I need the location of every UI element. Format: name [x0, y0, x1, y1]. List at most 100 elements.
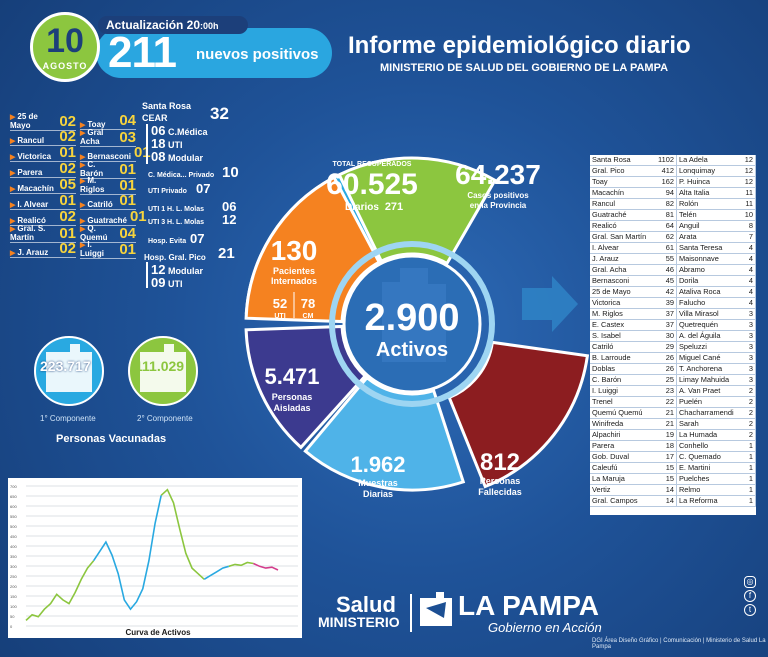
new-cases-item: ▶ Q. Quemú 04 — [80, 224, 136, 243]
locality-name: Quetrequén — [676, 319, 742, 331]
molas1-label: UTI 1 H. L. Molas — [148, 206, 205, 213]
case-count: 1 — [741, 462, 757, 474]
stats-ring: 2.900 Activos TOTAL RECUPERADOS 60.525 D… — [244, 156, 590, 499]
case-count: 3 — [741, 374, 757, 386]
case-count: 17 — [654, 451, 677, 463]
new-cases-item: ▶ Parera 02 — [10, 160, 76, 178]
case-count: 4 — [741, 297, 757, 309]
vaccine-second-dose-label: 2° Componente — [137, 414, 193, 423]
table-row: Macachín 94 Alta Italia 11 — [590, 187, 757, 199]
arrow-icon: ▶ — [10, 114, 16, 121]
table-row: Winifreda 21 Sarah 2 — [590, 418, 757, 430]
la-pampa-logo-text: LA PAMPA — [458, 590, 600, 621]
locality-name: Victorica — [590, 297, 655, 309]
bracket-pico — [146, 262, 148, 288]
uti-priv-label: UTI Privado — [148, 188, 187, 195]
locality-value: 01 — [119, 177, 136, 194]
case-count: 25 — [654, 374, 677, 386]
locality-value: 02 — [59, 113, 76, 130]
pico-label: Hosp. Gral. Pico — [144, 253, 206, 262]
locality-name: Puelén — [676, 396, 742, 408]
instagram-icon[interactable]: ◎ — [744, 576, 756, 588]
locality-name: 25 de Mayo — [10, 112, 38, 130]
facebook-icon[interactable]: f — [744, 590, 756, 602]
case-count: 3 — [741, 352, 757, 364]
table-row: Gral. Acha 46 Abramo 4 — [590, 264, 757, 276]
y-tick-label: 350 — [10, 554, 17, 559]
case-count: 3 — [741, 341, 757, 353]
arrow-icon: ▶ — [80, 242, 86, 249]
gobierno-slogan: Gobierno en Acción — [488, 620, 602, 635]
case-count: 412 — [654, 165, 677, 177]
twitter-icon[interactable]: t — [744, 604, 756, 616]
new-cases-item: ▶ Gral. S. Martín 01 — [10, 224, 76, 243]
date-badge: 10 AGOSTO — [30, 12, 100, 82]
case-count: 2 — [741, 385, 757, 397]
locality-name: Gral. Campos — [590, 495, 655, 507]
locality-name: Puelches — [676, 473, 742, 485]
y-tick-label: 400 — [10, 544, 17, 549]
recovered-label: TOTAL RECUPERADOS — [333, 161, 412, 168]
locality-name: E. Martini — [676, 462, 742, 474]
case-count: 1 — [741, 495, 757, 507]
locality-name: Villa Mirasol — [676, 308, 742, 320]
case-count: 18 — [654, 440, 677, 452]
case-count: 1102 — [654, 155, 677, 166]
locality-value: 01 — [119, 241, 136, 258]
chart-canvas: 7006506005505004504003503002502001501005… — [10, 484, 298, 637]
table-row: M. Riglos 37 Villa Mirasol 3 — [590, 308, 757, 320]
locality-value: 01 — [119, 161, 136, 178]
design-credit: DGI Área Diseño Gráfico | Comunicación |… — [592, 638, 766, 650]
locality-name: Bernasconi — [87, 152, 131, 161]
vaccine-second-dose-value: 111.029 — [135, 358, 185, 374]
hospitalized-value: 130 — [271, 235, 318, 266]
table-row: B. Larroude 26 Miguel Cané 3 — [590, 352, 757, 364]
case-count: 1 — [741, 473, 757, 485]
locality-name: Macachín — [17, 184, 54, 193]
curve-series-2 — [160, 488, 205, 580]
case-count: 7 — [741, 231, 757, 243]
locality-value: 02 — [59, 160, 76, 177]
case-count: 4 — [741, 253, 757, 265]
table-row: S. Isabel 30 A. del Águila 3 — [590, 330, 757, 342]
arrow-icon: ▶ — [10, 226, 16, 233]
case-count: 14 — [654, 495, 677, 507]
locality-name: I. Luiggi — [590, 385, 655, 397]
table-row: Alpachiri 19 La Humada 2 — [590, 429, 757, 441]
la-pampa-map-icon — [46, 344, 92, 392]
locality-name: Macachín — [590, 187, 655, 199]
locality-name: Gob. Duval — [590, 451, 655, 463]
case-count: 45 — [654, 275, 677, 287]
locality-name: Trenel — [590, 396, 655, 408]
arrow-icon: ▶ — [10, 138, 16, 145]
case-count: 12 — [741, 155, 757, 166]
locality-name: Gral. S. Martín — [10, 224, 46, 242]
y-tick-label: 650 — [10, 494, 17, 499]
cear-row-1: 18 UTI — [151, 136, 183, 151]
table-row: La Maruja 15 Puelches 1 — [590, 473, 757, 485]
new-cases-item: ▶ M. Riglos 01 — [80, 176, 136, 195]
locality-name: T. Anchorena — [676, 363, 742, 375]
cm-value: 78 — [301, 296, 315, 311]
case-count: 55 — [654, 253, 677, 265]
new-cases-item: ▶ Toay 04 — [80, 112, 136, 130]
page-subtitle: MINISTERIO DE SALUD DEL GOBIERNO DE LA P… — [380, 62, 669, 74]
new-cases-item: ▶ I. Alvear 01 — [10, 192, 76, 210]
isolated-label-2: Aisladas — [273, 403, 310, 413]
case-count: 21 — [654, 418, 677, 430]
arrow-icon: ▶ — [10, 218, 16, 225]
locality-name: Q. Quemú — [80, 224, 108, 242]
table-row: Vertiz 14 Relmo 1 — [590, 484, 757, 496]
locality-value: 03 — [119, 129, 136, 146]
locality-name: Alpachiri — [590, 429, 655, 441]
arrow-icon: ▶ — [80, 226, 86, 233]
new-positives-count: 211 — [108, 28, 177, 77]
locality-name: Santa Teresa — [676, 242, 742, 254]
table-row: C. Barón 25 Limay Mahuida 3 — [590, 374, 757, 386]
vaccine-first-dose-label: 1° Componente — [40, 414, 96, 423]
molas1-value: 06 — [222, 199, 237, 214]
cear-value: 32 — [210, 104, 229, 123]
arrow-icon: ▶ — [80, 130, 86, 137]
samples-label-1: Muestras — [358, 478, 398, 488]
y-tick-label: 150 — [10, 594, 17, 599]
